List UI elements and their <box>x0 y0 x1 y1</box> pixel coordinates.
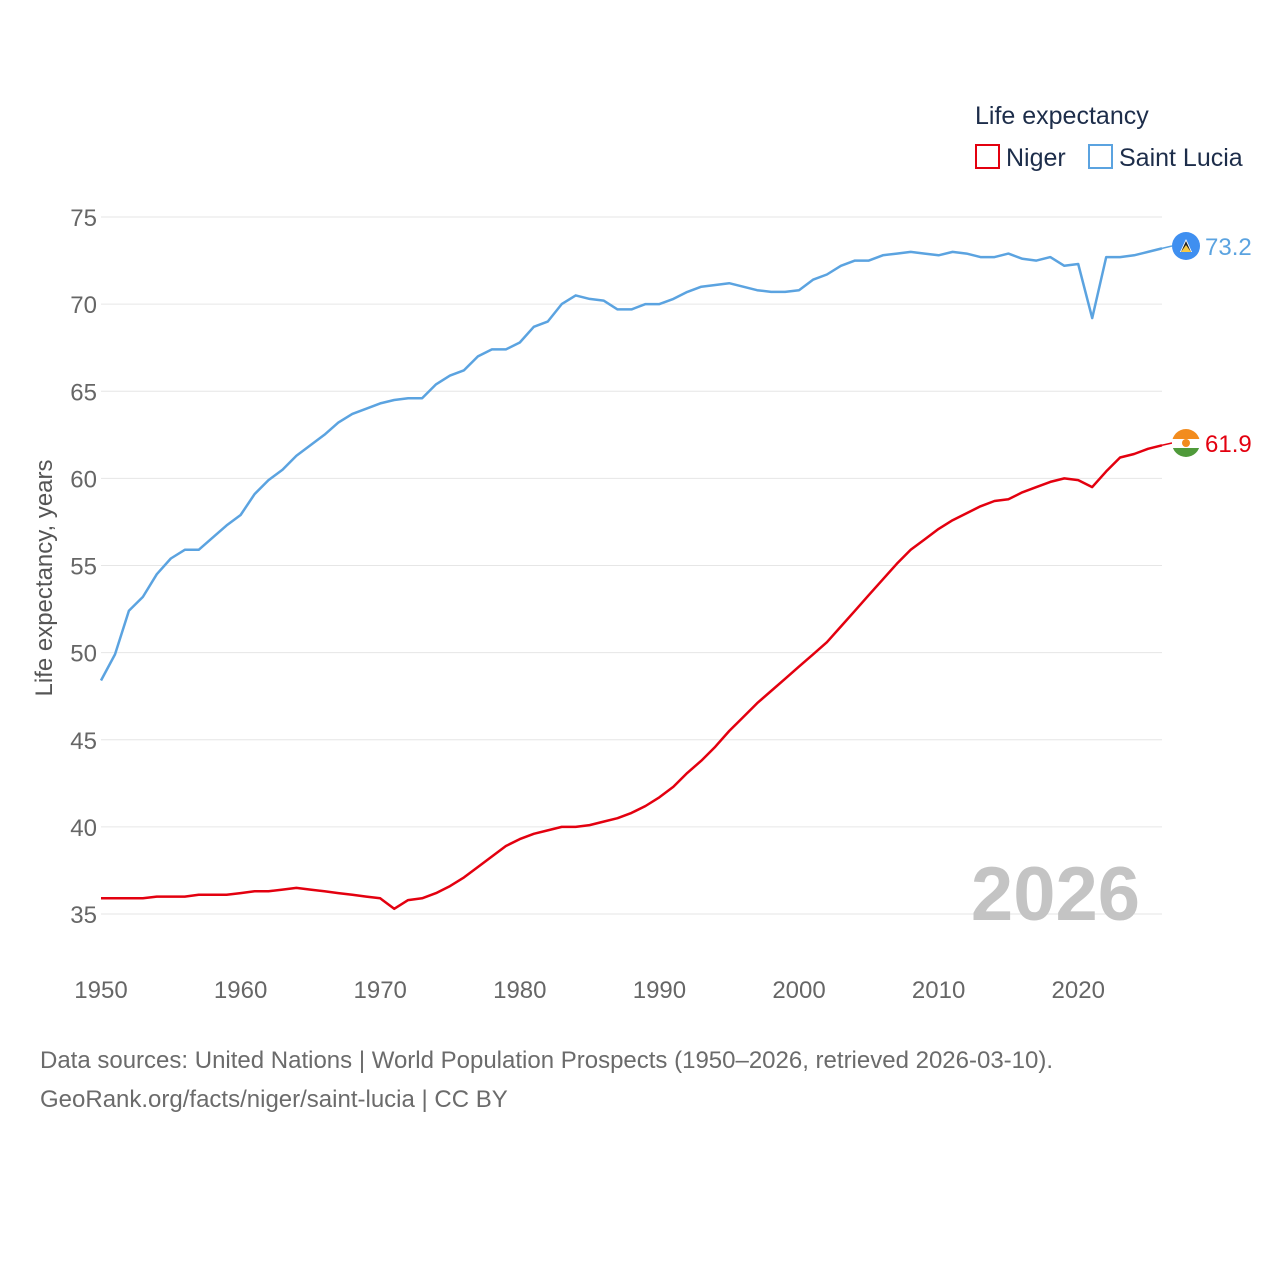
y-axis-label: Life expectancy, years <box>31 459 58 696</box>
y-tick-label: 40 <box>70 815 97 842</box>
y-tick-label: 60 <box>70 466 97 493</box>
y-tick-label: 35 <box>70 902 97 929</box>
y-tick-label: 55 <box>70 554 97 581</box>
year-watermark: 2026 <box>971 852 1140 937</box>
y-axis-ticks: 35 40 45 50 55 60 65 70 75 <box>70 205 97 929</box>
y-tick-label: 70 <box>70 292 97 319</box>
legend-label-saint-lucia: Saint Lucia <box>1119 144 1243 172</box>
niger-flag-icon <box>1172 429 1200 457</box>
gridlines <box>101 216 1162 915</box>
end-markers: 61.9 73.2 <box>1161 232 1252 458</box>
saint-lucia-flag-icon <box>1172 232 1200 260</box>
x-tick-label: 1970 <box>354 977 407 1004</box>
x-axis-ticks: 1950 1960 1970 1980 1990 2000 2010 2020 <box>74 977 1105 1004</box>
end-label-saint-lucia: 73.2 <box>1205 234 1252 261</box>
license-line: GeoRank.org/facts/niger/saint-lucia | CC… <box>40 1086 508 1113</box>
legend-swatch-saint-lucia <box>1088 144 1113 169</box>
y-tick-label: 65 <box>70 379 97 406</box>
y-tick-label: 50 <box>70 641 97 668</box>
legend-title: Life expectancy <box>975 102 1149 130</box>
series-lines <box>99 247 1163 911</box>
series-line-saint-lucia[interactable] <box>99 247 1163 682</box>
x-tick-label: 1990 <box>633 977 686 1004</box>
y-tick-label: 45 <box>70 728 97 755</box>
x-tick-label: 2000 <box>772 977 825 1004</box>
end-label-niger: 61.9 <box>1205 431 1252 458</box>
legend: Life expectancy Niger Saint Lucia <box>975 102 1243 172</box>
y-tick-label: 75 <box>70 205 97 232</box>
source-line: Data sources: United Nations | World Pop… <box>40 1047 1054 1074</box>
legend-swatch-niger <box>975 144 1000 169</box>
end-connector-saint-lucia <box>1161 245 1173 250</box>
series-line-niger[interactable] <box>101 444 1163 911</box>
x-tick-label: 1980 <box>493 977 546 1004</box>
x-tick-label: 2020 <box>1052 977 1105 1004</box>
legend-item-saint-lucia[interactable]: Saint Lucia <box>1088 144 1243 172</box>
x-tick-label: 2010 <box>912 977 965 1004</box>
end-connector-niger <box>1161 442 1173 446</box>
x-tick-label: 1950 <box>74 977 127 1004</box>
legend-label-niger: Niger <box>1006 144 1066 172</box>
legend-item-niger[interactable]: Niger <box>975 144 1066 172</box>
x-tick-label: 1960 <box>214 977 267 1004</box>
